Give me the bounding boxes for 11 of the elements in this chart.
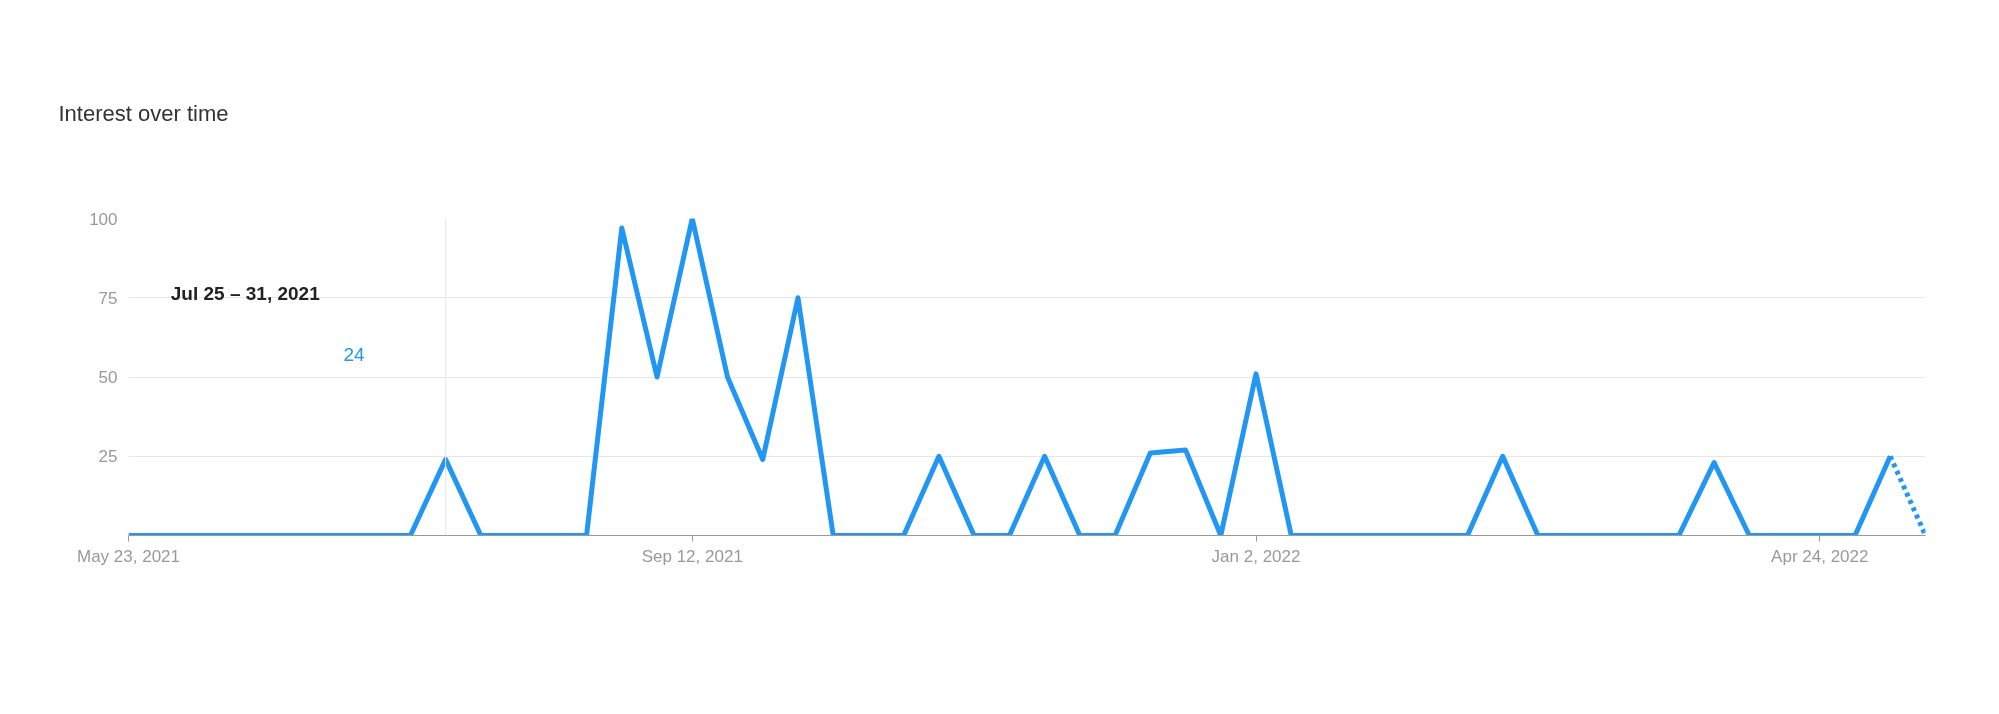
annotation: 24 (343, 344, 365, 366)
y-tick-label: 50 (98, 368, 118, 387)
x-tick-label: Apr 24, 2022 (1771, 546, 1869, 566)
chart-title: Interest over time (58, 101, 229, 126)
x-tick-label: May 23, 2021 (76, 546, 181, 566)
y-tick-label: 25 (98, 447, 118, 467)
y-tick-label: 100 (89, 209, 118, 229)
y-tick-label: 75 (98, 288, 118, 308)
x-tick-label: Jan 2, 2022 (1211, 546, 1301, 566)
x-tick-label: Sep 12, 2021 (641, 546, 743, 566)
annotation: Jul 25 – 31, 2021 (170, 283, 321, 305)
